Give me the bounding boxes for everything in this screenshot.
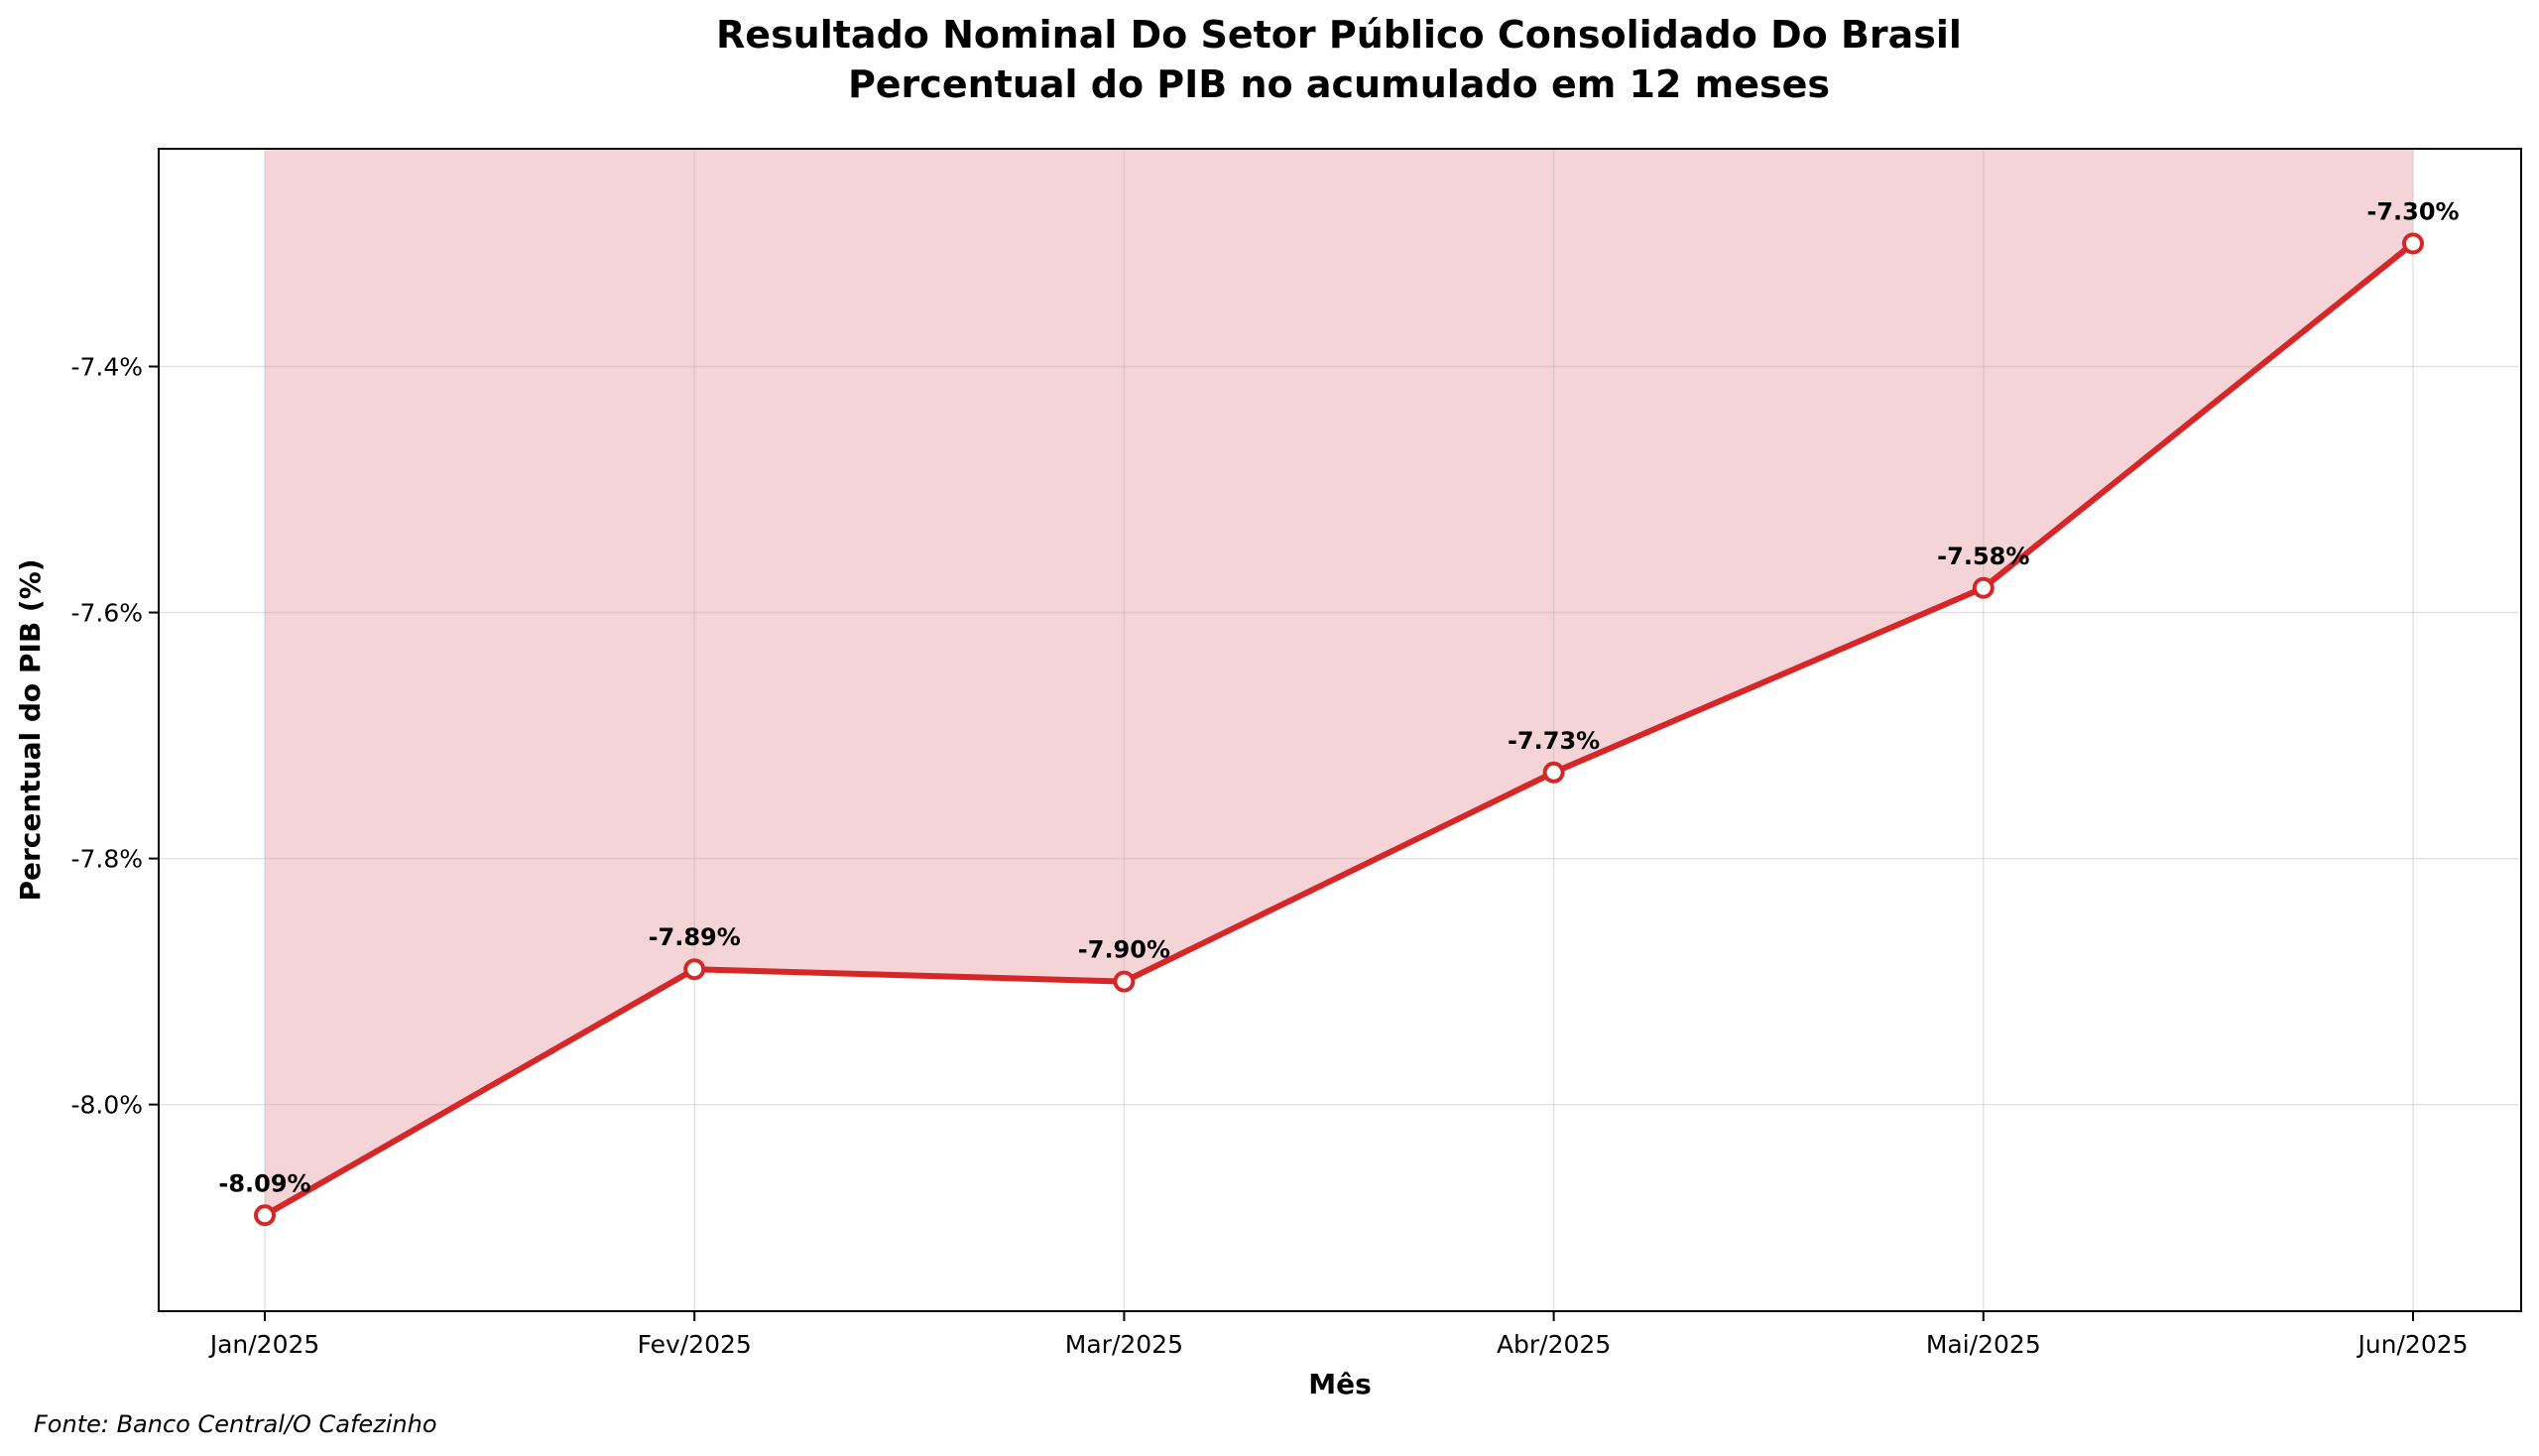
x-tick-label: Abr/2025: [1497, 1330, 1611, 1359]
chart-title: Resultado Nominal Do Setor Público Conso…: [716, 13, 1962, 57]
data-label-layer: -8.09% -7.89% -7.90% -7.73% -7.58% -7.30%: [218, 197, 2459, 1197]
x-axis: Jan/2025 Fev/2025 Mar/2025 Abr/2025 Mai/2025…: [208, 1311, 2469, 1359]
data-point: [2402, 232, 2424, 255]
source-note: Fonte: Banco Central/O Cafezinho: [34, 1410, 437, 1438]
marker-layer: [254, 232, 2424, 1227]
data-point: [1113, 970, 1136, 993]
y-tick-label: -7.8%: [70, 845, 143, 874]
x-tick-label: Jun/2025: [2356, 1330, 2468, 1359]
area-fill: [265, 149, 2413, 1216]
x-tick-label: Mar/2025: [1065, 1330, 1183, 1359]
x-axis-label: Mês: [1308, 1368, 1372, 1400]
y-axis-label: Percentual do PIB (%): [14, 558, 47, 901]
y-tick-label: -8.0%: [70, 1091, 143, 1120]
data-label: -7.30%: [2366, 197, 2459, 225]
chart-subtitle: Percentual do PIB no acumulado em 12 mes…: [848, 62, 1830, 106]
data-point: [1542, 761, 1565, 784]
data-point: [1972, 576, 1995, 599]
data-point: [683, 958, 706, 981]
y-tick-label: -7.6%: [70, 599, 143, 628]
data-label: -7.89%: [649, 923, 741, 951]
line-layer: [262, 240, 2416, 1219]
x-tick-label: Mai/2025: [1926, 1330, 2041, 1359]
data-label: -7.73%: [1508, 727, 1600, 755]
grid-layer: [159, 149, 2521, 1311]
y-axis: -8.0% -7.8% -7.6% -7.4%: [70, 353, 159, 1120]
plot-frame: [158, 148, 2522, 1312]
x-tick-label: Jan/2025: [208, 1330, 320, 1359]
data-point: [254, 1204, 276, 1227]
series-line: [262, 240, 2416, 1219]
area-fill-layer: [265, 149, 2413, 1216]
data-label: -8.09%: [218, 1169, 310, 1197]
data-label: -7.58%: [1937, 543, 2029, 570]
data-label: -7.90%: [1078, 936, 1170, 964]
x-tick-label: Fev/2025: [638, 1330, 752, 1359]
y-tick-label: -7.4%: [70, 353, 143, 382]
